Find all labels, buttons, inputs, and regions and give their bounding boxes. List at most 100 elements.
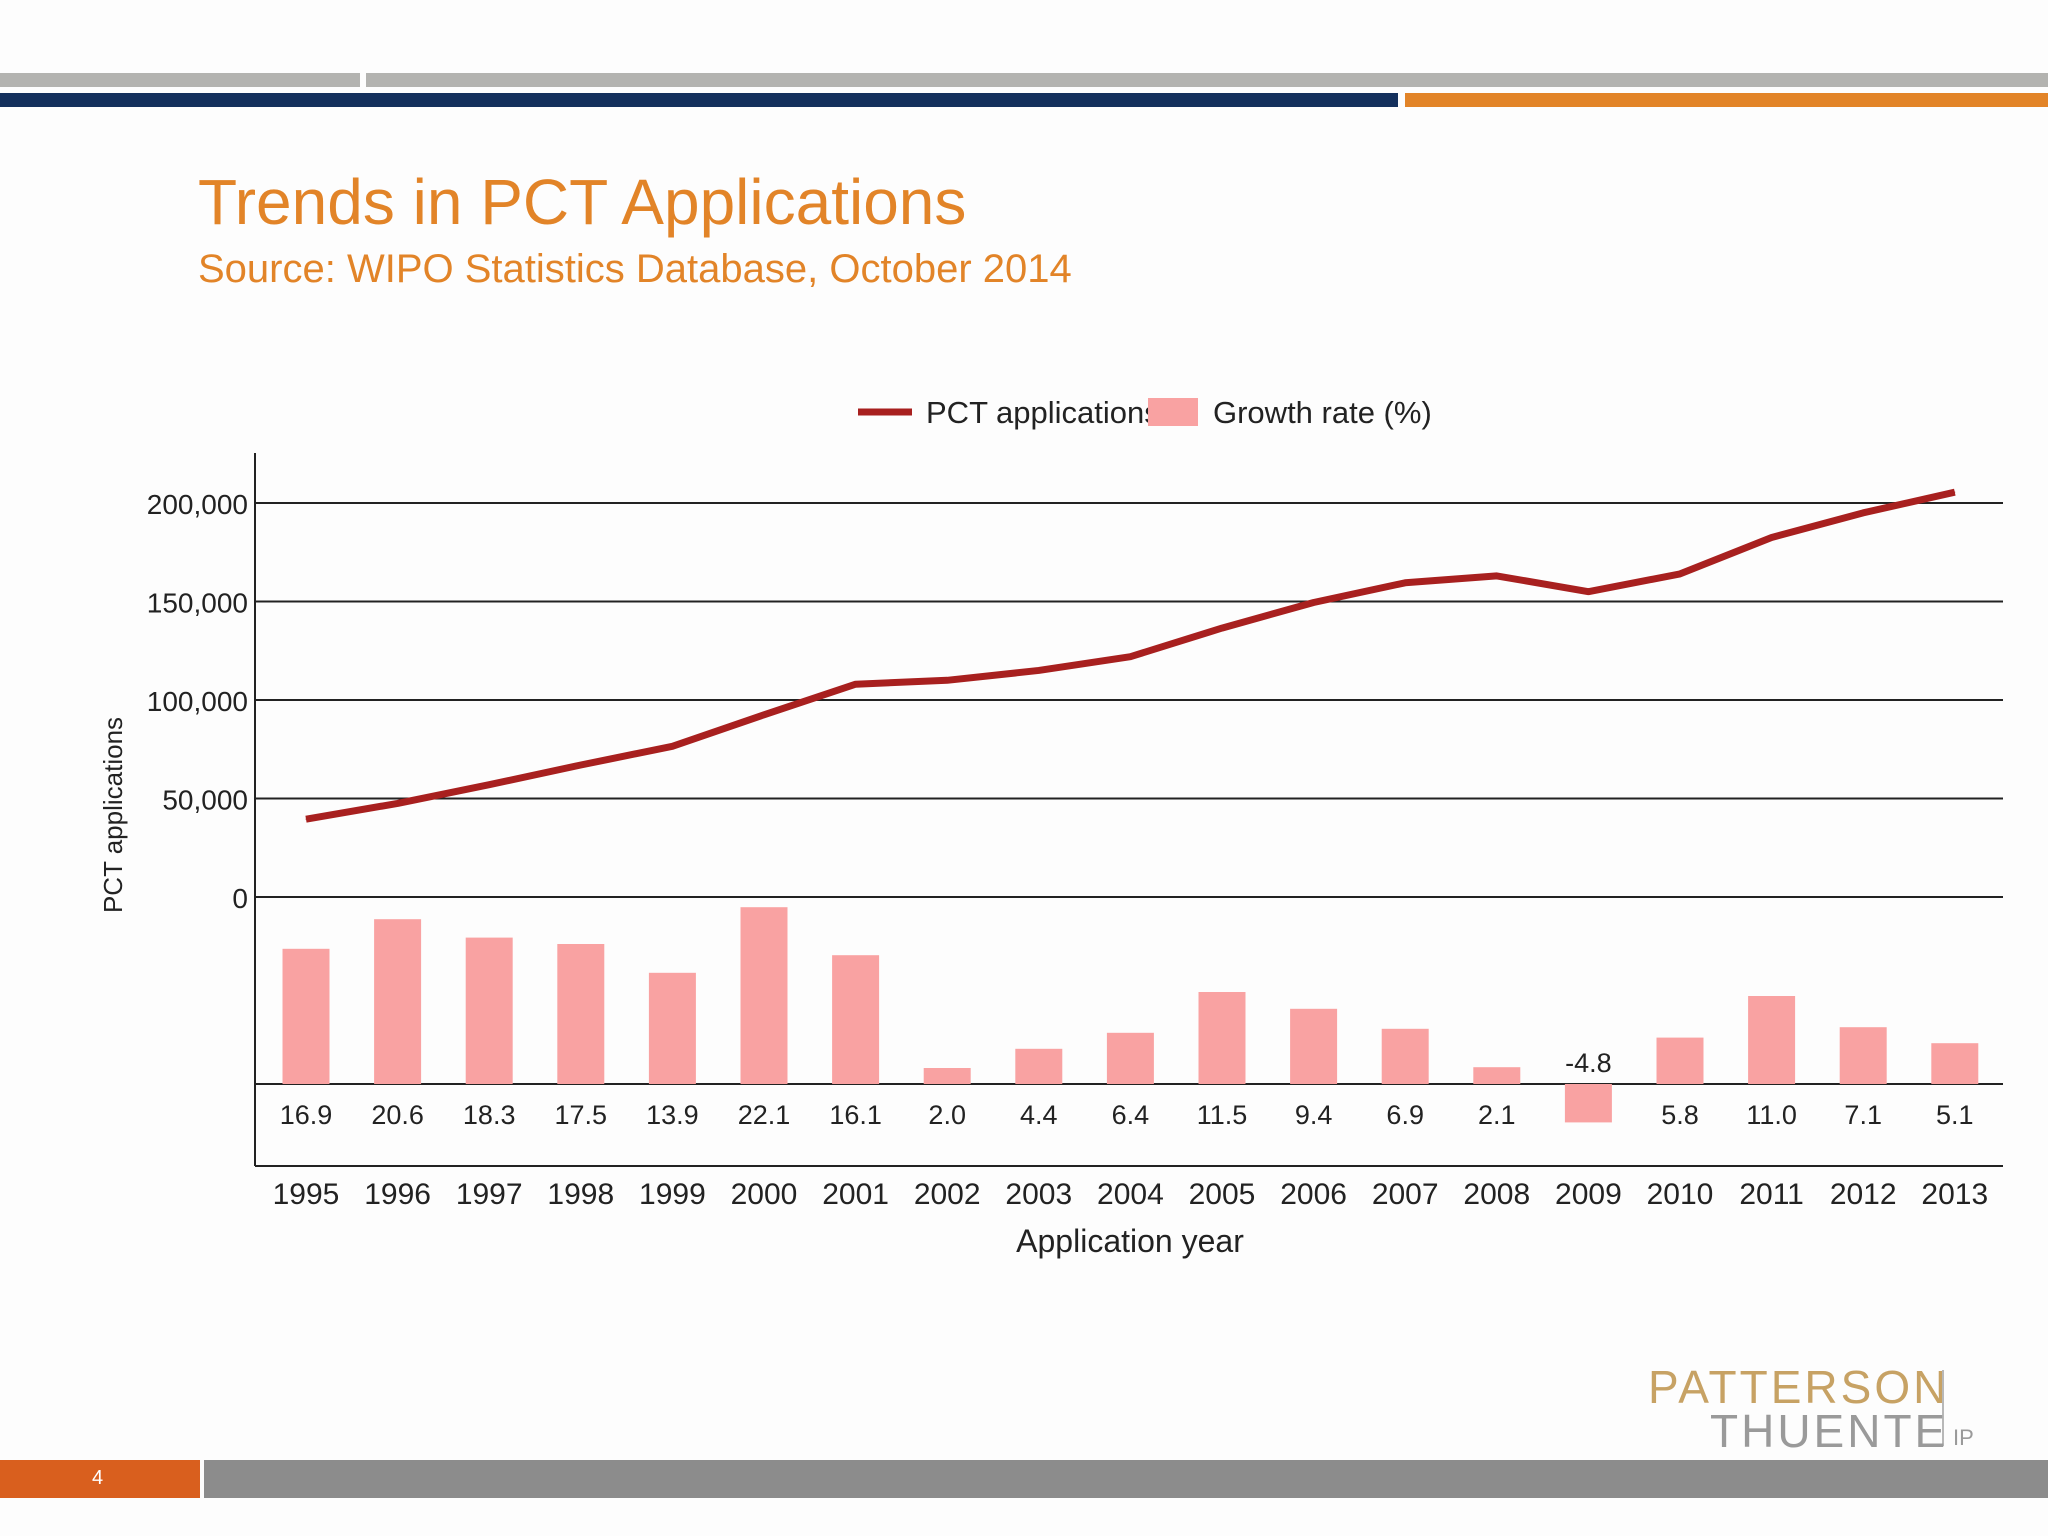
growth-bar	[374, 919, 422, 1084]
pct-applications-line	[305, 488, 1956, 823]
growth-bar-label: 2.0	[928, 1100, 966, 1130]
x-tick-label: 2010	[1647, 1178, 1714, 1211]
pct-line-point	[1404, 582, 1406, 584]
x-axis-label: Application year	[1016, 1223, 1244, 1259]
pct-line-point	[1587, 591, 1589, 593]
pct-line-point	[397, 802, 399, 804]
growth-bar-label: 7.1	[1844, 1100, 1882, 1130]
x-tick-label: 1997	[456, 1178, 523, 1211]
growth-bar	[1106, 1032, 1154, 1084]
x-tick-label: 2012	[1830, 1178, 1897, 1211]
growth-bar	[1839, 1027, 1887, 1084]
growth-bar-label: 11.5	[1197, 1100, 1248, 1130]
growth-bar-label: 9.4	[1295, 1100, 1333, 1130]
growth-bar-label: 6.4	[1112, 1100, 1150, 1130]
top-gray-bar-right	[366, 73, 2048, 87]
growth-bar-label: -4.8	[1565, 1048, 1612, 1078]
growth-bar-label: 22.1	[738, 1100, 791, 1130]
x-tick-label: 1996	[364, 1178, 431, 1211]
y-axis-label: PCT applications	[98, 717, 128, 913]
x-tick-labels: 1995 1996 1997 1998 1999 2000 2001 2002 2003 2004…	[273, 1178, 1989, 1211]
growth-bar	[1473, 1067, 1521, 1084]
x-tick-label: 2004	[1097, 1178, 1164, 1211]
growth-bar	[1381, 1028, 1429, 1084]
y-tick-label: 200,000	[147, 489, 248, 520]
growth-bar-label: 20.6	[371, 1100, 424, 1130]
growth-bar	[1748, 996, 1796, 1084]
slide-title: Trends in PCT Applications	[198, 166, 967, 238]
growth-bar	[1290, 1008, 1338, 1084]
growth-bar-label: 13.9	[646, 1100, 699, 1130]
slide-number: 4	[92, 1467, 104, 1489]
growth-bar	[648, 972, 696, 1084]
x-tick-label: 2003	[1005, 1178, 1072, 1211]
slide-subtitle: Source: WIPO Statistics Database, Octobe…	[198, 247, 1072, 291]
pct-line-point	[488, 784, 490, 786]
x-tick-label: 2007	[1372, 1178, 1439, 1211]
pct-line-point	[305, 818, 307, 820]
y-tick-label: 100,000	[147, 686, 248, 717]
logo-separator	[1942, 1370, 1944, 1446]
x-tick-label: 2002	[914, 1178, 981, 1211]
top-navy-bar	[0, 93, 1398, 107]
pct-line-point	[580, 764, 582, 766]
growth-bar	[832, 955, 880, 1084]
growth-bar-label: 2.1	[1478, 1100, 1516, 1130]
pct-line-point	[1679, 573, 1681, 575]
slide-number-box	[0, 1460, 200, 1498]
x-tick-label: 1995	[273, 1178, 340, 1211]
pct-line-point	[763, 714, 765, 716]
x-tick-label: 2009	[1555, 1178, 1622, 1211]
pct-line-point	[946, 679, 948, 681]
growth-bar	[1015, 1048, 1063, 1084]
pct-line-point	[1038, 669, 1040, 671]
growth-bar-label: 18.3	[463, 1100, 516, 1130]
x-tick-label: 2008	[1463, 1178, 1530, 1211]
footer-bar	[204, 1460, 2048, 1498]
x-tick-label: 2001	[822, 1178, 889, 1211]
x-tick-label: 2013	[1921, 1178, 1988, 1211]
top-gray-bar-left	[0, 73, 360, 87]
x-tick-label: 2005	[1189, 1178, 1256, 1211]
pct-line-point	[855, 683, 857, 685]
growth-bar-label: 16.1	[829, 1100, 882, 1130]
growth-bar	[282, 948, 330, 1084]
growth-bar	[1931, 1043, 1979, 1084]
pct-line-point	[1313, 601, 1315, 603]
x-tick-label: 2000	[731, 1178, 798, 1211]
logo-ip: IP	[1953, 1425, 1974, 1450]
y-tick-labels: 0 50,000 100,000 150,000 200,000	[147, 489, 248, 914]
legend-label-bar: Growth rate (%)	[1213, 395, 1432, 430]
top-orange-bar	[1405, 93, 2048, 107]
y-tick-label: 0	[232, 883, 248, 914]
y-tick-label: 50,000	[162, 785, 248, 816]
y-tick-label: 150,000	[147, 588, 248, 619]
growth-bar-label: 16.9	[280, 1100, 333, 1130]
growth-bar	[1564, 1084, 1612, 1123]
growth-bar-labels: 16.9 20.6 18.3 17.5 13.9 22.1 16.1 2.0 4.4 6.4 11.…	[280, 1048, 1974, 1130]
logo-thuente: THUENTE	[1710, 1405, 1949, 1457]
pct-line-point	[1954, 491, 1956, 493]
pct-line-point	[671, 745, 673, 747]
legend-bar-swatch	[1148, 398, 1198, 426]
growth-bar-label: 6.9	[1386, 1100, 1424, 1130]
x-tick-label: 2011	[1739, 1178, 1804, 1211]
pct-line-series	[305, 488, 1956, 823]
growth-bar-label: 5.8	[1661, 1100, 1699, 1130]
x-tick-label: 1999	[639, 1178, 706, 1211]
pct-line-point	[1862, 512, 1864, 514]
growth-bar	[465, 937, 513, 1084]
growth-bar	[1198, 992, 1246, 1084]
logo-patterson: PATTERSON	[1648, 1361, 1950, 1413]
chart-legend: PCT applications Growth rate (%)	[858, 395, 1432, 430]
pct-line-point	[1771, 536, 1773, 538]
x-tick-label: 1998	[547, 1178, 614, 1211]
growth-bar	[923, 1068, 971, 1084]
growth-bar	[740, 907, 788, 1084]
pct-line-point	[1221, 627, 1223, 629]
growth-bars	[282, 907, 1979, 1123]
growth-bar-label: 5.1	[1936, 1100, 1974, 1130]
pct-line-point	[1496, 575, 1498, 577]
growth-bar	[557, 944, 605, 1084]
